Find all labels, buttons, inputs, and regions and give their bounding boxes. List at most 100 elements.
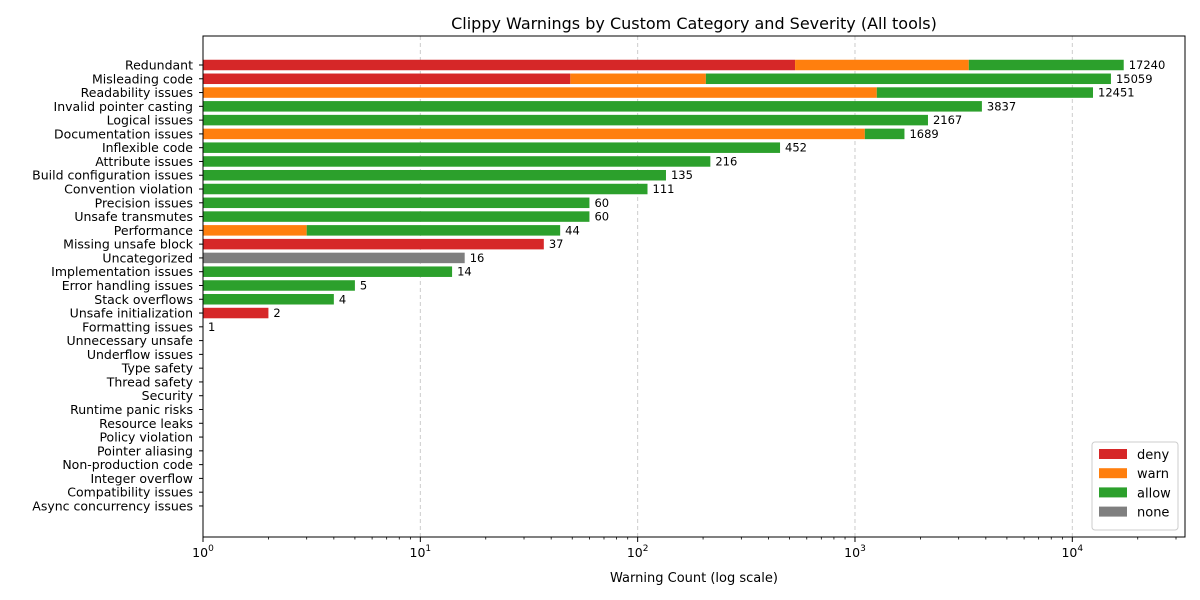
x-tick-exponent: 1 bbox=[425, 544, 431, 554]
y-tick-label: Logical issues bbox=[107, 113, 193, 128]
y-tick-label: Formatting issues bbox=[82, 319, 193, 334]
x-tick-exponent: 4 bbox=[1077, 544, 1083, 554]
y-tick-label: Resource leaks bbox=[99, 416, 193, 431]
bar-segment-allow bbox=[306, 225, 561, 236]
bar-segment-warn bbox=[795, 59, 969, 71]
y-tick-label: Thread safety bbox=[106, 374, 194, 389]
y-tick-label: Documentation issues bbox=[54, 126, 193, 141]
legend-label-warn: warn bbox=[1137, 467, 1169, 482]
legend-swatch-deny bbox=[1099, 449, 1127, 459]
bar-segment-deny bbox=[203, 307, 269, 319]
y-tick-label: Unnecessary unsafe bbox=[66, 333, 193, 348]
y-tick-label: Async concurrency issues bbox=[32, 498, 193, 513]
x-tick-label: 103 bbox=[844, 544, 866, 560]
bar-segment-allow bbox=[705, 73, 1111, 85]
bar-total-label: 1 bbox=[208, 320, 215, 334]
bar-total-label: 111 bbox=[653, 182, 675, 196]
y-tick-label: Stack overflows bbox=[94, 292, 193, 307]
bar-segment-allow bbox=[203, 294, 334, 305]
bar-segment-allow bbox=[876, 87, 1094, 98]
bar-segment-allow bbox=[203, 183, 648, 195]
bar-total-label: 5 bbox=[360, 278, 367, 292]
bar-total-label: 44 bbox=[565, 223, 580, 237]
x-tick-exponent: 0 bbox=[208, 544, 214, 554]
x-tick-exponent: 3 bbox=[860, 544, 866, 554]
bar-segment-allow bbox=[864, 128, 905, 140]
y-tick-label: Underflow issues bbox=[87, 347, 193, 362]
bar-total-label: 2167 bbox=[933, 113, 962, 127]
plot-frame bbox=[202, 35, 1186, 538]
y-tick-label: Unsafe initialization bbox=[70, 306, 193, 321]
y-tick-label: Integer overflow bbox=[90, 471, 193, 486]
legend-swatch-warn bbox=[1099, 468, 1127, 479]
y-tick-label: Type safety bbox=[121, 361, 194, 376]
bar-total-label: 60 bbox=[594, 196, 609, 210]
legend-label-deny: deny bbox=[1137, 448, 1169, 463]
bar-segment-warn bbox=[203, 225, 307, 236]
y-tick-label: Missing unsafe block bbox=[63, 237, 194, 252]
bar-total-labels: 1724015059124513837216716894522161351116… bbox=[208, 58, 1165, 334]
bar-total-label: 16 bbox=[470, 251, 485, 265]
y-tick-label: Compatibility issues bbox=[67, 485, 193, 500]
x-tick-base: 10 bbox=[627, 545, 643, 560]
bar-total-label: 15059 bbox=[1116, 72, 1153, 86]
legend-label-allow: allow bbox=[1137, 486, 1171, 501]
x-axis-ticks: 100 101 102 103 104 bbox=[192, 537, 1177, 560]
x-tick-base: 10 bbox=[192, 545, 208, 560]
bar-segment-allow bbox=[203, 114, 928, 126]
bar-segment-allow bbox=[203, 280, 355, 291]
x-tick-base: 10 bbox=[1061, 545, 1077, 560]
x-tick-label: 100 bbox=[192, 544, 214, 560]
bar-total-label: 2 bbox=[273, 306, 280, 320]
bars bbox=[203, 59, 1124, 319]
y-tick-label: Inflexible code bbox=[102, 140, 193, 155]
bar-total-label: 37 bbox=[549, 237, 564, 251]
y-tick-label: Unsafe transmutes bbox=[74, 209, 193, 224]
bar-total-label: 452 bbox=[785, 141, 807, 155]
bar-total-label: 3837 bbox=[987, 99, 1016, 113]
bar-segment-allow bbox=[203, 266, 453, 277]
bar-segment-deny bbox=[203, 238, 544, 250]
bar-total-label: 216 bbox=[715, 154, 737, 168]
bar-segment-allow bbox=[203, 101, 982, 112]
x-tick-base: 10 bbox=[844, 545, 860, 560]
bar-segment-allow bbox=[968, 59, 1124, 71]
y-tick-label: Uncategorized bbox=[102, 250, 193, 265]
x-axis-label: Warning Count (log scale) bbox=[610, 571, 778, 586]
y-tick-label: Build configuration issues bbox=[32, 168, 193, 183]
bar-segment-warn bbox=[570, 73, 706, 85]
y-tick-label: Error handling issues bbox=[62, 278, 193, 293]
y-tick-label: Readability issues bbox=[81, 85, 193, 100]
y-tick-label: Precision issues bbox=[95, 195, 193, 210]
legend-swatch-allow bbox=[1099, 487, 1127, 498]
bar-total-label: 4 bbox=[339, 292, 346, 306]
bar-segment-allow bbox=[203, 156, 711, 167]
bar-total-label: 14 bbox=[457, 265, 472, 279]
bar-segment-warn bbox=[203, 128, 865, 140]
y-tick-label: Implementation issues bbox=[51, 264, 193, 279]
x-tick-label: 104 bbox=[1061, 544, 1083, 560]
y-tick-label: Invalid pointer casting bbox=[54, 99, 193, 114]
bar-total-label: 17240 bbox=[1129, 58, 1166, 72]
bar-segment-allow bbox=[203, 211, 590, 222]
bar-segment-allow bbox=[203, 197, 590, 209]
y-tick-label: Pointer aliasing bbox=[97, 443, 193, 458]
y-tick-label: Performance bbox=[114, 223, 194, 238]
x-tick-exponent: 2 bbox=[643, 544, 649, 554]
bar-total-label: 1689 bbox=[909, 127, 938, 141]
y-tick-label: Security bbox=[142, 388, 194, 403]
legend-label-none: none bbox=[1137, 506, 1169, 521]
bar-total-label: 135 bbox=[671, 168, 693, 182]
chart-title: Clippy Warnings by Custom Category and S… bbox=[451, 14, 937, 33]
x-tick-label: 102 bbox=[627, 544, 649, 560]
bar-segment-none bbox=[203, 252, 465, 264]
bar-segment-deny bbox=[203, 73, 571, 85]
y-tick-label: Redundant bbox=[125, 58, 193, 73]
legend-swatch-none bbox=[1099, 506, 1127, 517]
bar-segment-allow bbox=[203, 142, 781, 153]
legend: deny warn allow none bbox=[1091, 441, 1179, 531]
y-tick-label: Convention violation bbox=[64, 182, 193, 197]
x-tick-label: 101 bbox=[410, 544, 432, 560]
